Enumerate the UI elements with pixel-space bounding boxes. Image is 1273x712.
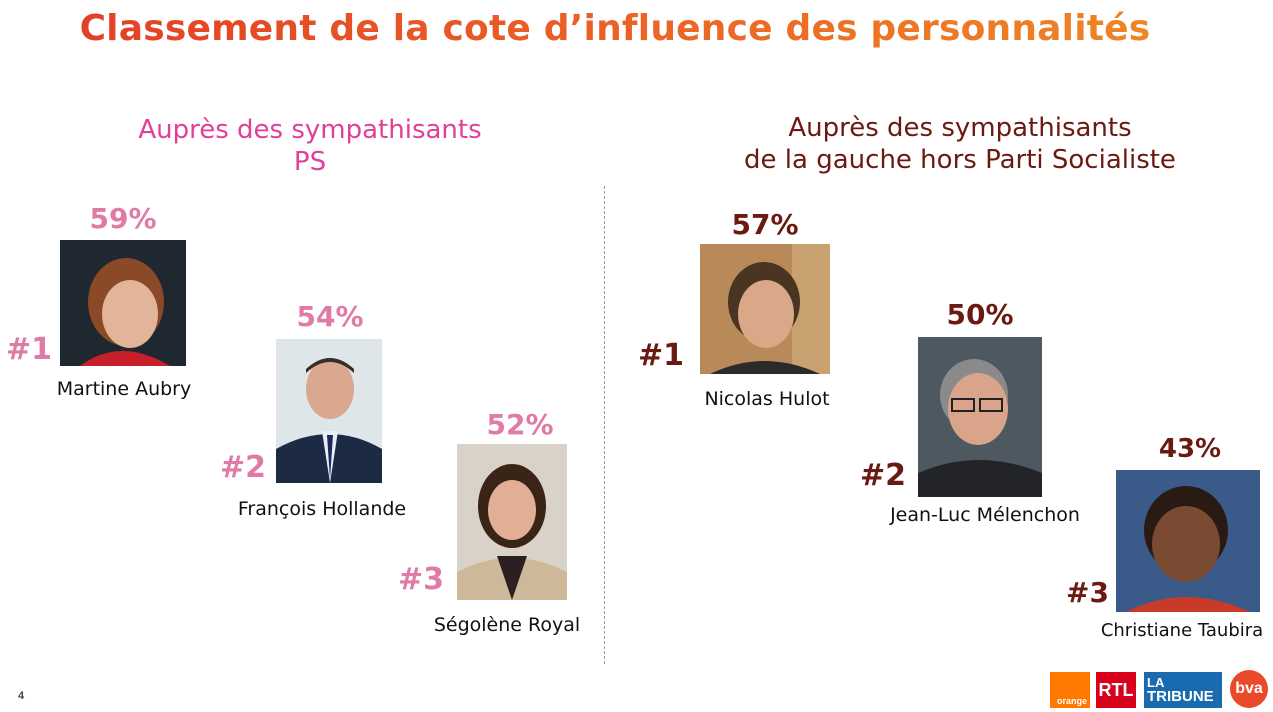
right-2-photo xyxy=(918,337,1042,497)
orange-logo: orange xyxy=(1050,672,1090,708)
left-2-percentage: 54% xyxy=(296,300,364,333)
left-3-percentage: 52% xyxy=(486,408,554,441)
left-1-rank: #1 xyxy=(6,332,53,367)
left-3-photo xyxy=(457,444,567,600)
left-1-name: Martine Aubry xyxy=(56,378,192,400)
bva-logo-text: bva xyxy=(1235,680,1263,697)
left-1-percentage: 59% xyxy=(89,202,157,235)
right-1-photo xyxy=(700,244,830,374)
la-tribune-logo-line2: TRIBUNE xyxy=(1147,688,1214,705)
right-subtitle: Auprès des sympathisants de la gauche ho… xyxy=(700,112,1220,176)
right-3-percentage: 43% xyxy=(1158,434,1222,464)
rtl-logo: RTL xyxy=(1096,672,1136,708)
right-3-rank: #3 xyxy=(1066,576,1109,609)
left-3-name: Ségolène Royal xyxy=(433,614,581,636)
left-2-rank: #2 xyxy=(220,450,267,485)
right-1-percentage: 57% xyxy=(731,208,799,241)
la-tribune-logo-line1: LA xyxy=(1147,675,1165,690)
right-subtitle-line1: Auprès des sympathisants xyxy=(788,113,1132,143)
left-3-rank: #3 xyxy=(398,562,445,597)
right-2-rank: #2 xyxy=(860,458,907,493)
orange-logo-text: orange xyxy=(1056,696,1087,706)
la-tribune-logo: LA TRIBUNE xyxy=(1144,672,1222,708)
bva-logo: bva xyxy=(1230,670,1268,708)
left-subtitle-line2: PS xyxy=(293,147,327,177)
right-2-name: Jean-Luc Mélenchon xyxy=(890,504,1080,526)
left-2-name: François Hollande xyxy=(237,498,407,520)
right-1-rank: #1 xyxy=(638,338,685,373)
left-subtitle-line1: Auprès des sympathisants xyxy=(138,115,482,145)
left-subtitle: Auprès des sympathisants PS xyxy=(90,114,530,178)
right-3-photo xyxy=(1116,470,1260,612)
left-2-photo xyxy=(276,339,382,483)
left-1-photo xyxy=(60,240,186,366)
right-1-name: Nicolas Hulot xyxy=(704,388,830,410)
right-2-percentage: 50% xyxy=(946,298,1014,331)
page-title: Classement de la cote d’influence des pe… xyxy=(0,8,1230,49)
column-divider xyxy=(604,186,605,664)
rtl-logo-text: RTL xyxy=(1098,679,1134,700)
right-subtitle-line2: de la gauche hors Parti Socialiste xyxy=(744,145,1176,175)
page-number: 4 xyxy=(18,690,25,702)
right-3-name: Christiane Taubira xyxy=(1100,620,1264,641)
